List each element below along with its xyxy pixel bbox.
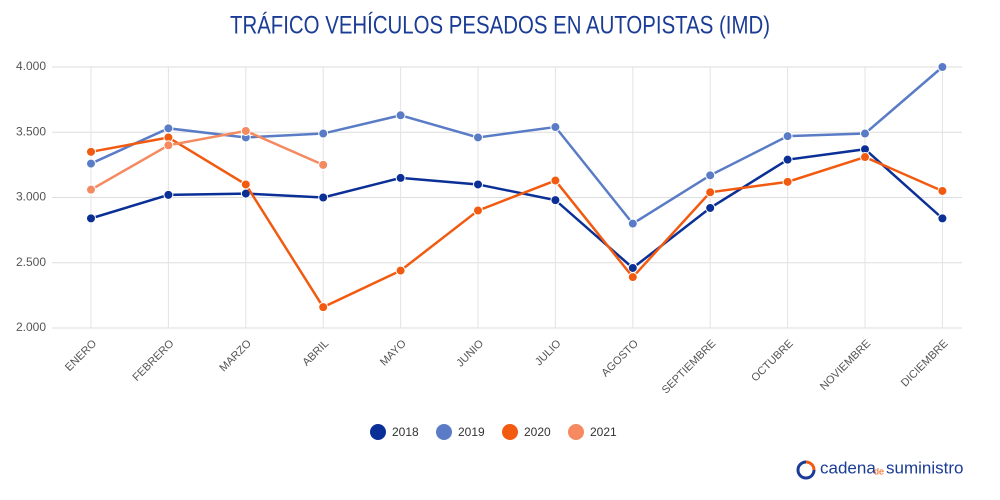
- legend-marker: [436, 424, 452, 440]
- data-point: [782, 176, 793, 187]
- x-tick-label: ABRIL: [300, 338, 331, 369]
- x-tick-label: DICIEMBRE: [899, 338, 951, 390]
- data-point: [240, 179, 251, 190]
- brand-text: suministro: [886, 458, 963, 477]
- x-tick-label: JULIO: [533, 337, 564, 368]
- data-point: [550, 175, 561, 186]
- legend-marker: [568, 424, 584, 440]
- y-tick-label: 3.000: [16, 190, 46, 204]
- x-tick-label: ENERO: [63, 337, 99, 373]
- data-point: [705, 202, 716, 213]
- data-point: [473, 179, 483, 190]
- y-tick-label: 2.000: [16, 320, 46, 334]
- brand-text: cadena: [820, 458, 876, 477]
- data-point: [937, 185, 948, 196]
- data-point: [86, 158, 96, 169]
- data-point: [473, 205, 483, 216]
- legend-label: 2021: [590, 425, 617, 439]
- data-point: [550, 122, 561, 133]
- data-point: [705, 187, 716, 198]
- data-point: [627, 218, 638, 229]
- logo-icon: [796, 460, 816, 480]
- data-point: [473, 132, 483, 143]
- y-tick-label: 4.000: [16, 59, 46, 73]
- data-point: [705, 170, 716, 181]
- data-point: [782, 154, 793, 165]
- x-tick-label: MARZO: [217, 337, 254, 374]
- brand-logo: cadena de suministro: [796, 458, 963, 480]
- legend-label: 2019: [458, 425, 485, 439]
- x-tick-label: MAYO: [378, 337, 409, 368]
- legend-marker: [502, 424, 518, 440]
- logo-icon: [805, 460, 816, 471]
- x-tick-label: AGOSTO: [599, 337, 641, 379]
- data-point: [782, 131, 793, 142]
- y-tick-label: 3.500: [16, 124, 46, 138]
- series-line: [90, 136, 943, 309]
- legend-label: 2020: [524, 425, 551, 439]
- brand-text: de: [874, 466, 884, 476]
- data-point: [395, 110, 406, 121]
- data-point: [163, 140, 174, 151]
- x-tick-label: NOVIEMBRE: [818, 338, 873, 393]
- series-line: [90, 147, 944, 270]
- y-tick-label: 2.500: [16, 255, 46, 269]
- data-point: [163, 123, 174, 134]
- data-point: [860, 128, 870, 139]
- data-point: [550, 195, 561, 206]
- x-tick-label: OCTUBRE: [749, 338, 796, 385]
- data-point: [240, 125, 251, 136]
- data-point: [937, 213, 948, 224]
- legend-label: 2018: [392, 425, 419, 439]
- series-line: [90, 66, 944, 226]
- data-point: [627, 262, 638, 273]
- data-point: [86, 184, 96, 195]
- data-point: [318, 159, 329, 170]
- x-tick-label: JUNIO: [454, 337, 486, 369]
- x-tick-label: SEPTIEMBRE: [660, 338, 719, 397]
- chart-title: TRÁFICO VEHÍCULOS PESADOS EN AUTOPISTAS …: [230, 11, 770, 40]
- data-point: [318, 192, 329, 203]
- data-point: [395, 172, 406, 183]
- legend-marker: [370, 424, 386, 440]
- data-point: [860, 152, 870, 163]
- data-point: [937, 62, 948, 72]
- x-tick-label: FEBRERO: [130, 337, 176, 383]
- data-point: [395, 265, 406, 276]
- data-point: [86, 146, 96, 157]
- data-point: [163, 189, 174, 200]
- data-point: [318, 302, 329, 313]
- data-point: [627, 272, 638, 283]
- series-line: [90, 129, 324, 191]
- data-point: [86, 213, 96, 224]
- data-point: [318, 128, 329, 139]
